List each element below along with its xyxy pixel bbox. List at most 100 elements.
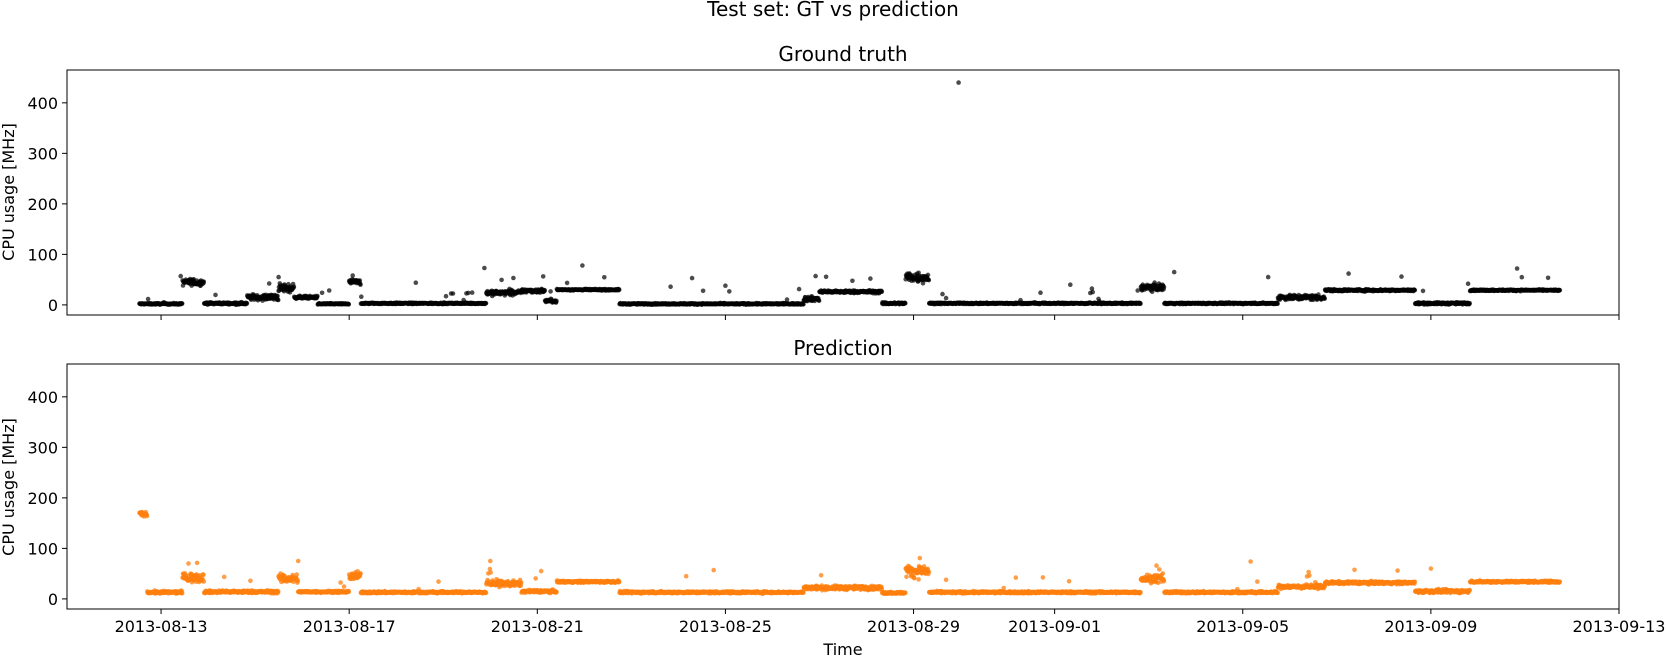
x-tick-label: 2013-08-17	[303, 617, 396, 636]
y-tick-label: 200	[27, 195, 58, 214]
data-point	[294, 572, 299, 577]
data-point	[944, 296, 949, 301]
outlier-point	[276, 275, 281, 280]
outlier-point	[1068, 282, 1073, 287]
prediction-panel: Prediction CPU usage [MHz] Time 01002003…	[0, 336, 1665, 659]
x-tick-label: 2013-08-21	[491, 617, 584, 636]
data-point	[145, 514, 150, 519]
outlier-point	[813, 274, 818, 279]
outlier-point	[723, 283, 728, 288]
data-point	[248, 579, 253, 584]
data-point	[1558, 288, 1563, 293]
data-point	[554, 590, 559, 595]
data-point	[1546, 276, 1551, 281]
y-tick-label: 300	[27, 144, 58, 163]
data-point	[617, 287, 622, 292]
ground-truth-axes-frame	[67, 70, 1619, 315]
y-tick-label: 400	[27, 94, 58, 113]
data-point	[466, 291, 471, 296]
data-point	[484, 590, 489, 595]
data-point	[320, 291, 325, 296]
data-point	[488, 570, 493, 575]
data-point	[342, 584, 347, 589]
data-point	[519, 581, 524, 586]
outlier-point	[482, 266, 487, 271]
data-point	[347, 302, 352, 307]
outlier-point	[414, 280, 419, 285]
y-tick-label: 300	[27, 438, 58, 457]
data-point	[880, 289, 885, 294]
data-point	[267, 281, 272, 286]
x-axis-label: Time	[822, 640, 862, 659]
data-point	[541, 274, 546, 279]
outlier-point	[690, 276, 695, 281]
data-point	[927, 278, 932, 283]
data-point	[548, 289, 553, 294]
y-tick-label: 0	[48, 296, 58, 315]
data-point	[195, 561, 200, 566]
data-point	[180, 591, 185, 596]
data-point	[1138, 301, 1143, 306]
data-point	[436, 579, 441, 584]
data-point	[727, 289, 732, 294]
data-point	[292, 285, 297, 290]
ground-truth-panel: Ground truth CPU usage [MHz] 0 100 200 300 4…	[0, 42, 1619, 320]
outlier-point	[868, 276, 873, 281]
x-tick-label: 2013-09-05	[1196, 617, 1289, 636]
data-point	[903, 301, 908, 306]
data-point	[1275, 301, 1280, 306]
data-point	[201, 573, 206, 578]
figure-suptitle: Test set: GT vs prediction	[706, 0, 959, 21]
data-point	[315, 294, 320, 299]
ground-truth-y-axis-label: CPU usage [MHz]	[0, 123, 18, 261]
outlier-point	[1266, 275, 1271, 280]
data-point	[1413, 288, 1418, 293]
x-tick-label: 2013-08-29	[867, 617, 960, 636]
y-tick-label: 400	[27, 388, 58, 407]
data-point	[554, 299, 559, 304]
outlier-point	[956, 80, 961, 85]
data-point	[1038, 290, 1043, 295]
data-point	[511, 276, 516, 281]
outlier-point	[580, 263, 585, 268]
data-point	[213, 293, 218, 298]
data-point	[926, 273, 931, 278]
data-point	[1090, 290, 1095, 295]
data-point	[350, 273, 355, 278]
prediction-axes-frame	[67, 364, 1619, 609]
data-point	[785, 297, 790, 302]
data-point	[602, 275, 607, 280]
outlier-point	[1346, 271, 1351, 276]
ground-truth-title: Ground truth	[778, 42, 907, 66]
data-point	[245, 301, 250, 306]
data-point	[222, 575, 227, 580]
ground-truth-y-ticks: 0 100 200 300 400	[27, 94, 67, 315]
data-point	[358, 571, 363, 576]
data-point	[202, 579, 207, 584]
outlier-point	[178, 274, 183, 279]
data-point	[542, 288, 547, 293]
outlier-point	[668, 284, 673, 289]
x-tick-label: 2013-08-25	[679, 617, 772, 636]
data-point	[451, 291, 456, 296]
data-point	[1421, 289, 1426, 294]
data-point	[1322, 296, 1327, 301]
data-point	[1162, 285, 1167, 290]
x-tick-label: 2013-09-13	[1573, 617, 1666, 636]
data-point	[202, 279, 207, 284]
data-point	[701, 289, 706, 294]
y-tick-label: 0	[48, 590, 58, 609]
data-point	[180, 301, 185, 306]
data-point	[276, 298, 281, 303]
data-point	[444, 294, 449, 299]
data-point	[484, 301, 489, 306]
data-point	[797, 287, 802, 292]
y-tick-label: 100	[27, 245, 58, 264]
outlier-point	[1515, 266, 1520, 271]
data-point	[296, 579, 301, 584]
outlier-point	[1172, 270, 1177, 275]
data-point	[817, 299, 822, 304]
